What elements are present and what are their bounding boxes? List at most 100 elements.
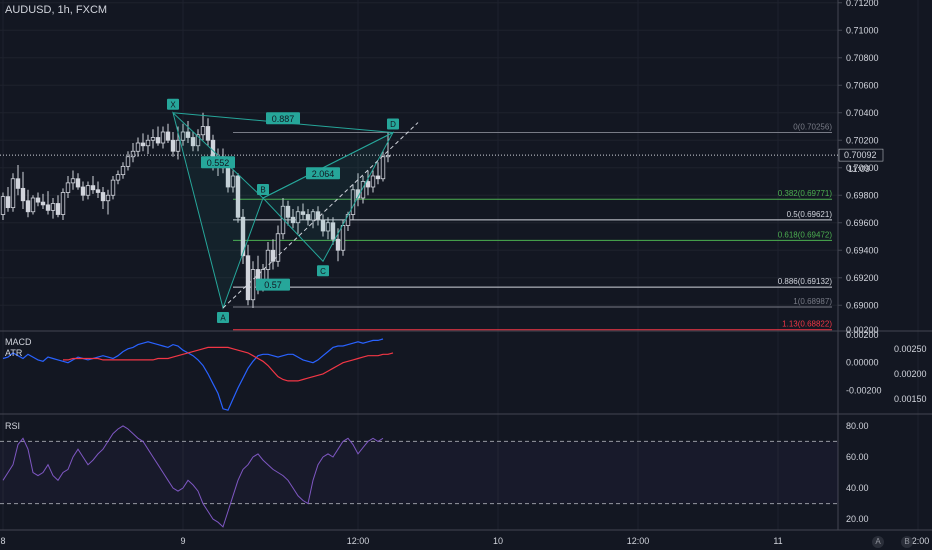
pattern-point-badge[interactable] (167, 98, 179, 110)
time-tick-label: 12:00 (627, 536, 650, 546)
candle-body (305, 214, 311, 221)
candle-body (85, 185, 91, 196)
price-axis[interactable]: 0.71200 0.71000 0.70800 0.70600 0.70400 0.702… (838, 0, 927, 524)
price-tick-label: 0.69000 (846, 300, 879, 310)
candle-body (360, 181, 366, 199)
candle-body (230, 175, 236, 188)
pattern-point-label: D (390, 120, 396, 129)
candle-body (340, 225, 346, 251)
pattern-point-badge[interactable] (257, 184, 269, 195)
pattern-ratio-badge[interactable] (306, 167, 340, 180)
fib-level-label: 1(0.68987) (793, 297, 832, 306)
candle-body (90, 185, 96, 191)
time-tick-label: 11 (773, 536, 782, 546)
price-tick-label: 0.70400 (846, 108, 879, 118)
time-tick-label: 9 (180, 536, 185, 546)
candle-body (160, 131, 166, 144)
price-tick-label: 0.69800 (846, 190, 879, 200)
letter-a-icon[interactable]: A (872, 536, 884, 548)
time-tick-label: 10 (493, 536, 503, 546)
candle-body (150, 137, 156, 141)
pattern-ratio-badge[interactable] (201, 156, 235, 169)
rsi-tick-label: 80.00 (846, 421, 869, 431)
candle-body (25, 200, 31, 213)
price-tick-label: 0.70600 (846, 80, 879, 90)
candle-body (100, 192, 106, 202)
candle-body (0, 196, 6, 215)
atr-tick-label: 0.00200 (894, 369, 927, 379)
candle-body (295, 211, 301, 224)
candle-body (110, 179, 116, 196)
macd-signal-line (63, 346, 394, 382)
atr-tick-label: 0.00150 (894, 394, 927, 404)
candle-body (140, 142, 146, 147)
price-tick-label: 0.70000 (846, 163, 879, 173)
fib-level-label: 1.13(0.68822) (782, 320, 832, 329)
candle-body (235, 175, 241, 218)
candle-body (75, 178, 81, 188)
candle-body (195, 134, 201, 147)
rsi-tick-label: 20.00 (846, 514, 869, 524)
candle-body (20, 187, 26, 202)
pattern-point-badge[interactable] (317, 265, 329, 277)
pattern-point-badge[interactable] (217, 312, 229, 323)
candle-body (320, 219, 326, 232)
candle-body (130, 150, 136, 158)
countdown-label: 11:09 (848, 164, 870, 174)
price-tick-label: 0.71200 (846, 0, 879, 8)
candle-body (335, 238, 341, 251)
letter-b-icon[interactable]: B (901, 536, 913, 548)
harmonic-pattern[interactable]: X A B C D 0.887 0.552 2.064 0.57 (167, 98, 419, 323)
pattern-point-label: C (320, 267, 326, 276)
pattern-ratio-label: 0.887 (272, 114, 295, 124)
candle-body (125, 156, 131, 167)
candle-body (95, 189, 101, 193)
candle-body (50, 203, 56, 211)
time-tick-label: 8 (0, 536, 5, 546)
candle-body (380, 156, 386, 180)
fib-level-label: 0.618(0.69472) (778, 230, 833, 239)
pattern-point-badge[interactable] (387, 118, 399, 130)
candle-body (285, 205, 291, 218)
fib-level-label: 0.382(0.69771) (778, 189, 833, 198)
candle-body (5, 196, 11, 209)
time-tick-label: 12:00 (347, 536, 370, 546)
candle-body (205, 126, 211, 141)
indicators (0, 338, 838, 528)
grid (0, 0, 932, 531)
pattern-triangle-xab[interactable] (172, 111, 264, 310)
candle-body (240, 216, 246, 257)
pattern-ratio-badge[interactable] (256, 278, 290, 291)
candle-body (35, 197, 41, 203)
candle-body (65, 182, 71, 193)
candle-body (10, 178, 16, 209)
pattern-ratio-badge[interactable] (266, 112, 300, 125)
fib-level-label: 0(0.70256) (793, 123, 832, 132)
rsi-label: RSI (5, 421, 21, 431)
rsi-band (0, 441, 838, 504)
candle-body (105, 194, 111, 202)
last-price-label: 0.70092 (844, 150, 877, 160)
candle-body (55, 203, 61, 215)
macd-tick-label: 0.00000 (846, 358, 879, 368)
price-tick-label: 0.69400 (846, 245, 879, 255)
candle-body (45, 204, 51, 211)
pattern-point-label: B (260, 186, 265, 195)
candle-body (185, 131, 191, 138)
time-tick-label: 12:00 (907, 536, 930, 546)
pattern-ad-dashed (222, 122, 419, 309)
last-price-badge (838, 148, 884, 162)
candle-body (250, 269, 256, 301)
candle-body (165, 131, 171, 141)
candle-body (290, 216, 296, 224)
pattern-point-label: X (170, 100, 176, 109)
rsi-tick-label: 60.00 (846, 452, 869, 462)
price-tick-label: 0.70200 (846, 135, 879, 145)
candle-body (180, 131, 186, 141)
candle-body (300, 211, 306, 215)
macd-line (2, 338, 384, 411)
pattern-point-label: A (220, 314, 226, 323)
